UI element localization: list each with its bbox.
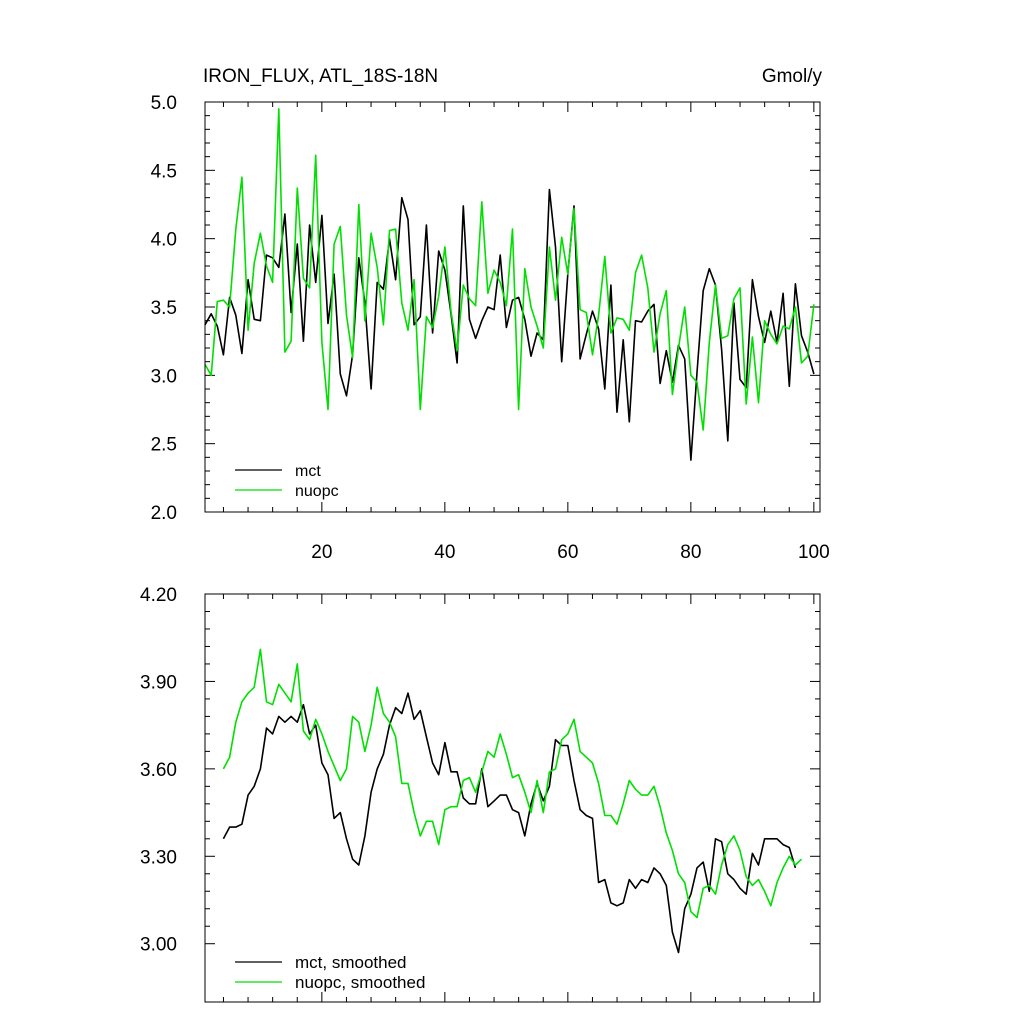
series-line-mct-smoothed <box>222 692 797 954</box>
series-line-nuopc-smoothed <box>222 648 803 919</box>
y-tick-label: 4.5 <box>151 161 177 182</box>
legend-label-nuopc-smoothed: nuopc, smoothed <box>295 973 425 992</box>
x-tick-label: 60 <box>557 542 578 563</box>
x-tick-label: 40 <box>434 542 455 563</box>
x-tick-label: 80 <box>680 542 701 563</box>
x-tick-label: 100 <box>798 542 830 563</box>
y-tick-label: 3.90 <box>140 672 177 693</box>
y-tick-label: 3.0 <box>151 366 177 387</box>
y-tick-label: 4.20 <box>140 585 177 606</box>
y-tick-label: 5.0 <box>151 93 177 114</box>
y-tick-label: 2.0 <box>151 503 177 524</box>
legend-label-mct: mct <box>295 463 321 480</box>
top-panel-units: Gmol/y <box>762 66 823 87</box>
y-tick-label: 4.0 <box>151 230 177 251</box>
y-tick-label: 2.5 <box>151 435 177 456</box>
top-panel-title: IRON_FLUX, ATL_18S-18N <box>203 66 438 87</box>
top-panel: IRON_FLUX, ATL_18S-18N Gmol/y 20 40 60 80 10… <box>151 66 830 563</box>
bottom-panel: 3.00 3.30 3.60 3.90 4.20 mct, smoothed nuopc… <box>140 585 821 1003</box>
y-tick-label: 3.00 <box>140 935 177 956</box>
top-panel-series <box>204 108 815 461</box>
top-panel-legend: mct nuopc <box>235 463 339 500</box>
bottom-panel-series <box>222 648 803 954</box>
top-panel-ticks: 20 40 60 80 100 2.0 2.5 3.0 3.5 4.0 4.5 5.0 <box>151 93 830 563</box>
legend-label-mct-smoothed: mct, smoothed <box>295 953 407 972</box>
bottom-panel-legend: mct, smoothed nuopc, smoothed <box>235 953 425 992</box>
bottom-panel-ticks: 3.00 3.30 3.60 3.90 4.20 <box>140 585 820 1002</box>
y-tick-label: 3.60 <box>140 760 177 781</box>
top-panel-frame <box>204 101 821 513</box>
series-line-nuopc <box>204 108 815 431</box>
bottom-panel-frame <box>204 593 821 1003</box>
x-tick-label: 20 <box>311 542 332 563</box>
y-tick-label: 3.5 <box>151 298 177 319</box>
legend-label-nuopc: nuopc <box>295 483 339 500</box>
y-tick-label: 3.30 <box>140 847 177 868</box>
